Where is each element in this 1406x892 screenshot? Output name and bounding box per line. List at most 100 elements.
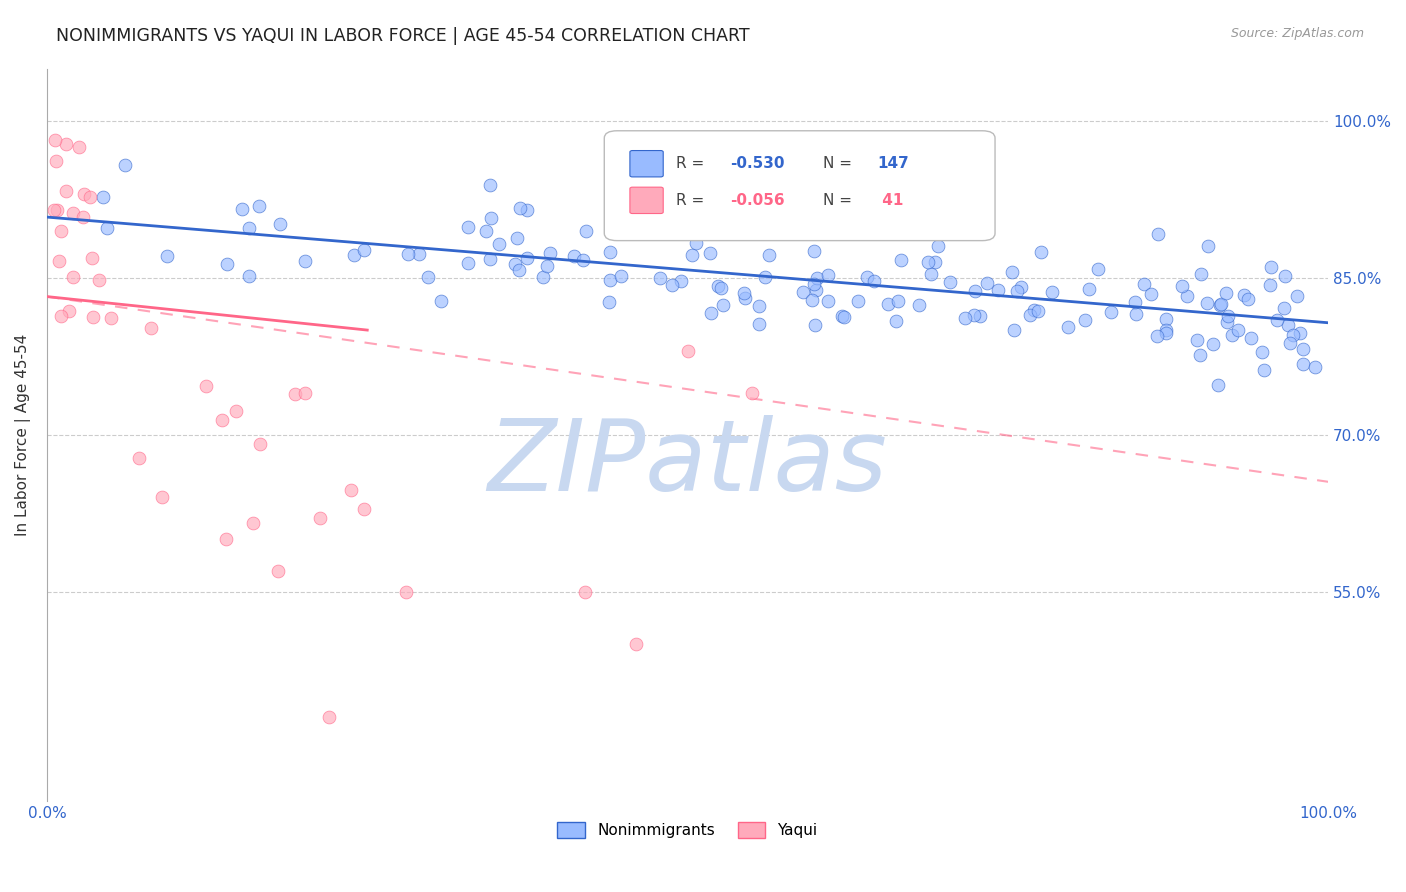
Point	[1237, 292, 1260, 306]
Point	[1078, 282, 1101, 296]
FancyBboxPatch shape	[630, 187, 664, 213]
Point	[1291, 342, 1313, 356]
Point	[1087, 262, 1109, 277]
Point	[953, 310, 976, 325]
Point	[748, 317, 770, 331]
Point	[696, 199, 718, 213]
Point	[1171, 279, 1194, 293]
Point	[908, 298, 931, 312]
Text: N =: N =	[824, 156, 852, 171]
Point	[709, 281, 731, 295]
Point	[831, 309, 853, 323]
Point	[238, 269, 260, 284]
Point	[1189, 267, 1212, 281]
Point	[1220, 328, 1243, 343]
Point	[309, 511, 332, 525]
Point	[890, 253, 912, 268]
Point	[340, 483, 363, 497]
Point	[211, 413, 233, 427]
Point	[1258, 278, 1281, 293]
Point	[800, 293, 823, 307]
Point	[46, 202, 69, 217]
Point	[1133, 277, 1156, 292]
Point	[1125, 307, 1147, 321]
Point	[238, 220, 260, 235]
Point	[754, 270, 776, 285]
Point	[515, 203, 537, 218]
Point	[1253, 362, 1275, 376]
Point	[96, 220, 118, 235]
Point	[1265, 313, 1288, 327]
Point	[1175, 289, 1198, 303]
Point	[479, 252, 502, 266]
Point	[699, 246, 721, 260]
Text: Source: ZipAtlas.com: Source: ZipAtlas.com	[1230, 27, 1364, 40]
Point	[1005, 284, 1028, 298]
Point	[55, 137, 77, 152]
Point	[536, 259, 558, 273]
Point	[294, 253, 316, 268]
Point	[430, 294, 453, 309]
Point	[741, 385, 763, 400]
Point	[681, 248, 703, 262]
Text: 41: 41	[877, 193, 904, 208]
Point	[610, 269, 633, 284]
Point	[804, 283, 827, 297]
Point	[231, 202, 253, 216]
Point	[699, 306, 721, 320]
Point	[1002, 323, 1025, 337]
Point	[758, 248, 780, 262]
Point	[531, 270, 554, 285]
Point	[1286, 289, 1309, 303]
Point	[508, 263, 530, 277]
Point	[418, 270, 440, 285]
Point	[194, 379, 217, 393]
Point	[748, 299, 770, 313]
Point	[1202, 337, 1225, 351]
Point	[481, 211, 503, 226]
Point	[676, 343, 699, 358]
Point	[509, 201, 531, 215]
Point	[1292, 357, 1315, 371]
Point	[353, 502, 375, 516]
Point	[1147, 227, 1170, 241]
Point	[1227, 322, 1250, 336]
Point	[100, 310, 122, 325]
Point	[72, 210, 94, 224]
Point	[1185, 333, 1208, 347]
Point	[574, 584, 596, 599]
Text: R =: R =	[676, 193, 709, 208]
Point	[1189, 349, 1212, 363]
Point	[599, 244, 621, 259]
Point	[242, 516, 264, 530]
Point	[294, 386, 316, 401]
Point	[1206, 377, 1229, 392]
Point	[685, 236, 707, 251]
Point	[1251, 344, 1274, 359]
Point	[516, 251, 538, 265]
Point	[734, 292, 756, 306]
Point	[67, 140, 90, 154]
Point	[488, 237, 510, 252]
Point	[661, 277, 683, 292]
Point	[506, 231, 529, 245]
Point	[792, 285, 814, 299]
Point	[1278, 335, 1301, 350]
Point	[676, 226, 699, 240]
Point	[1074, 313, 1097, 327]
Point	[48, 253, 70, 268]
Point	[1156, 326, 1178, 340]
Point	[479, 178, 502, 193]
FancyBboxPatch shape	[605, 131, 995, 241]
Point	[1274, 268, 1296, 283]
FancyBboxPatch shape	[630, 151, 664, 177]
Point	[650, 270, 672, 285]
Point	[598, 294, 620, 309]
Y-axis label: In Labor Force | Age 45-54: In Labor Force | Age 45-54	[15, 334, 31, 536]
Point	[114, 157, 136, 171]
Point	[817, 268, 839, 283]
Text: N =: N =	[824, 193, 852, 208]
Point	[1029, 245, 1052, 260]
Point	[45, 154, 67, 169]
Point	[969, 309, 991, 323]
